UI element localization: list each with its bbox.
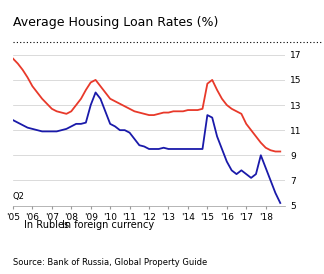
Text: Q2: Q2 bbox=[13, 192, 25, 201]
Text: In Rubles: In Rubles bbox=[24, 220, 69, 230]
Text: In foreign currency: In foreign currency bbox=[62, 220, 154, 230]
Text: Average Housing Loan Rates (%): Average Housing Loan Rates (%) bbox=[13, 16, 218, 29]
Text: Source: Bank of Russia, Global Property Guide: Source: Bank of Russia, Global Property … bbox=[13, 258, 207, 267]
